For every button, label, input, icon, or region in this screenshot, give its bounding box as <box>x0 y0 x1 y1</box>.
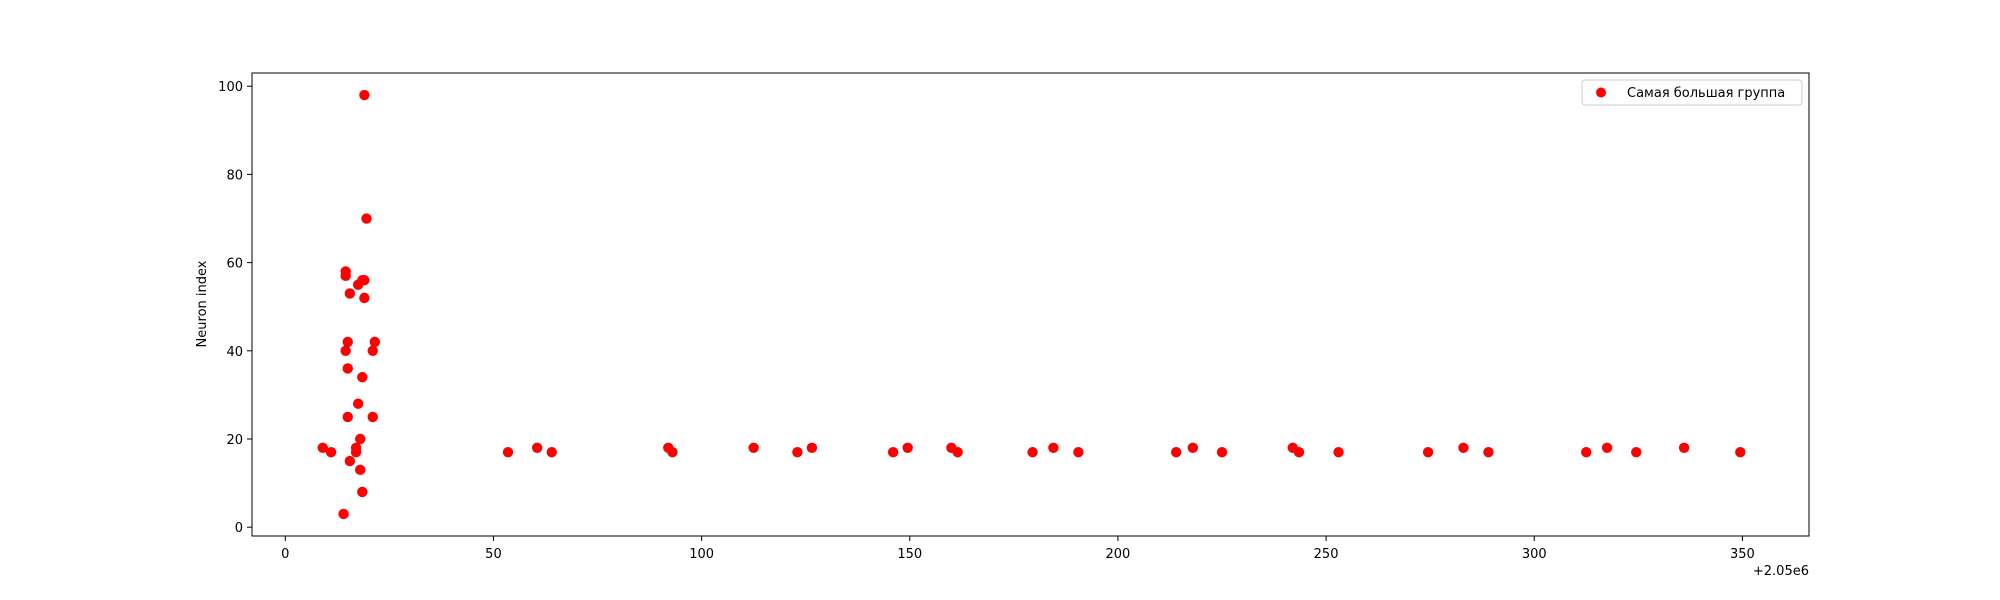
data-point <box>355 464 366 476</box>
x-tick-label: 0 <box>281 547 289 562</box>
data-point <box>1422 447 1434 458</box>
x-tick-label: 100 <box>689 547 714 562</box>
data-point <box>1187 442 1199 454</box>
data-point <box>367 345 378 356</box>
legend-marker <box>1596 87 1606 98</box>
data-point <box>344 288 356 299</box>
x-tick-label: 250 <box>1314 547 1339 562</box>
data-point <box>352 398 364 409</box>
data-point <box>1333 447 1344 458</box>
data-point <box>1581 447 1592 458</box>
data-point <box>1631 447 1642 458</box>
y-tick-label: 0 <box>235 521 243 536</box>
legend: Самая большая группа <box>1581 79 1803 106</box>
data-point <box>317 442 328 454</box>
data-point <box>357 372 368 383</box>
data-point <box>340 345 351 356</box>
data-point <box>342 411 353 423</box>
data-point <box>350 442 362 454</box>
legend-frame <box>1581 79 1803 106</box>
data-point <box>1216 447 1228 458</box>
y-tick-label: 40 <box>226 345 243 360</box>
data-point <box>748 442 759 454</box>
data-point <box>357 486 368 498</box>
data-point <box>342 336 353 348</box>
plot-area <box>251 72 1810 537</box>
data-points <box>317 89 1746 520</box>
data-point <box>359 89 370 101</box>
data-point <box>1073 447 1084 458</box>
y-tick-label: 100 <box>218 80 243 95</box>
data-point <box>806 442 818 454</box>
x-tick-label: 300 <box>1522 547 1547 562</box>
data-point <box>887 447 899 458</box>
y-tick-label: 20 <box>226 433 243 448</box>
data-point <box>952 447 963 458</box>
data-point <box>361 213 372 224</box>
data-point <box>338 508 349 520</box>
data-point <box>359 292 370 304</box>
data-point <box>1458 442 1469 454</box>
data-point <box>344 455 356 467</box>
data-point <box>792 447 803 458</box>
data-point <box>546 447 557 458</box>
x-tick-label: 50 <box>485 547 502 562</box>
data-point <box>367 411 378 423</box>
data-point <box>1293 447 1305 458</box>
data-point <box>1735 447 1746 458</box>
data-point <box>325 447 337 458</box>
y-axis: 0 20 40 60 80 100 <box>218 80 252 536</box>
data-point <box>340 266 351 277</box>
y-tick-label: 80 <box>226 168 243 183</box>
data-point <box>369 336 381 348</box>
data-point <box>355 433 366 445</box>
data-point <box>502 447 514 458</box>
data-point <box>1678 442 1690 454</box>
x-tick-label: 200 <box>1106 547 1131 562</box>
y-tick-label: 60 <box>226 257 243 272</box>
y-axis-label: Neuron index <box>195 260 210 347</box>
data-point <box>1048 442 1059 454</box>
data-point <box>359 275 370 286</box>
data-point <box>902 442 913 454</box>
data-point <box>667 447 678 458</box>
data-point <box>1483 447 1494 458</box>
data-point <box>1601 442 1613 454</box>
data-point <box>1171 447 1182 458</box>
data-point <box>531 442 543 454</box>
data-point <box>1027 447 1038 458</box>
x-tick-label: 150 <box>897 547 922 562</box>
data-point <box>342 363 353 374</box>
x-tick-label: 350 <box>1730 547 1755 562</box>
x-axis: 0 50 100 150 200 250 300 350 <box>281 536 1755 562</box>
x-axis-offset-label: +2.05e6 <box>1753 564 1809 579</box>
legend-label: Самая большая группа <box>1627 86 1785 101</box>
